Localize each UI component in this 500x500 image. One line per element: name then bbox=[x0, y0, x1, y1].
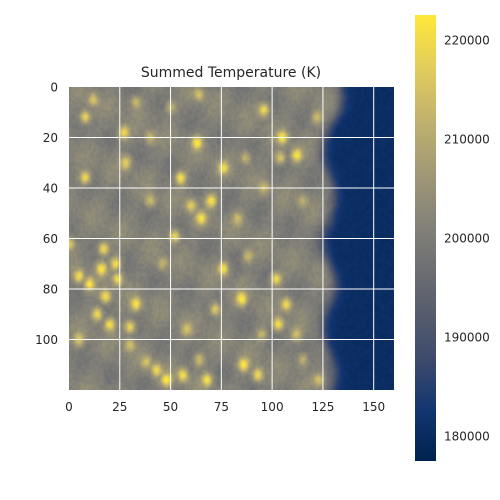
x-tick-label: 100 bbox=[261, 400, 284, 414]
x-axis-ticks: 0 25 50 75 100 125 150 bbox=[65, 400, 385, 414]
colorbar-ticks: 180000 190000 200000 210000 220000 bbox=[444, 33, 490, 443]
x-tick-label: 0 bbox=[65, 400, 73, 414]
grid-lines bbox=[69, 87, 394, 390]
colorbar-gradient bbox=[415, 15, 436, 461]
y-tick-label: 0 bbox=[50, 81, 58, 95]
x-tick-label: 75 bbox=[214, 400, 229, 414]
y-tick-label: 100 bbox=[35, 333, 58, 347]
colorbar-tick-label: 200000 bbox=[444, 232, 490, 246]
y-tick-label: 40 bbox=[43, 182, 58, 196]
colorbar-tick-label: 180000 bbox=[444, 430, 490, 444]
y-axis-ticks: 0 20 40 60 80 100 bbox=[35, 81, 58, 348]
colorbar-tick-label: 220000 bbox=[444, 33, 490, 47]
colorbar-tick-label: 190000 bbox=[444, 331, 490, 345]
chart-title: Summed Temperature (K) bbox=[141, 65, 321, 81]
x-tick-label: 50 bbox=[163, 400, 178, 414]
x-tick-label: 125 bbox=[311, 400, 334, 414]
y-tick-label: 60 bbox=[43, 232, 58, 246]
colorbar-tick-label: 210000 bbox=[444, 132, 490, 146]
x-tick-label: 150 bbox=[362, 400, 385, 414]
x-tick-label: 25 bbox=[112, 400, 127, 414]
colorbar bbox=[415, 15, 436, 461]
y-tick-label: 80 bbox=[43, 283, 58, 297]
y-tick-label: 20 bbox=[43, 131, 58, 145]
